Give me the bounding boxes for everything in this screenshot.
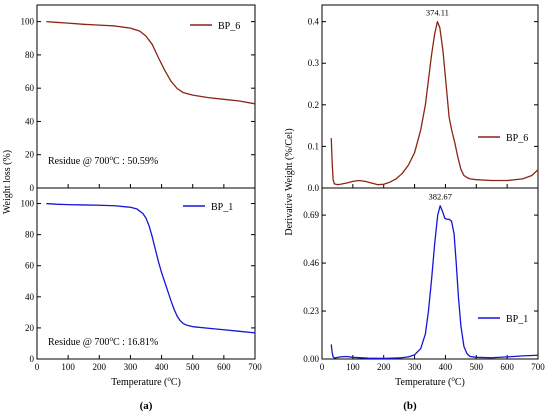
series-line-bp-1 xyxy=(330,205,539,360)
x-tick-label: 100 xyxy=(61,362,75,372)
panel-b-label: (b) xyxy=(403,400,417,412)
residue-annotation: Residue @ 700oC : 16.81% xyxy=(48,335,158,348)
y-tick-label: 0.2 xyxy=(308,100,319,110)
peak-label: 382.67 xyxy=(428,192,451,202)
y-tick-label: 0.69 xyxy=(303,210,319,220)
x-tick-label: 300 xyxy=(408,362,422,372)
series-line-bp-1 xyxy=(46,202,256,334)
y-tick-label: 40 xyxy=(25,116,35,126)
x-tick-label: 300 xyxy=(124,362,138,372)
y-tick-label: 0 xyxy=(30,354,35,364)
x-tick-label: 100 xyxy=(346,362,360,372)
x-tick-label: 400 xyxy=(155,362,169,372)
y-tick-label: 0.1 xyxy=(308,141,319,151)
residue-annotation: Residue @ 700oC : 50.59% xyxy=(48,154,158,167)
x-tick-label: 700 xyxy=(248,362,262,372)
y-tick-label: 60 xyxy=(25,261,35,271)
series-line-bp-6 xyxy=(46,20,256,105)
peak-label: 374.11 xyxy=(426,8,449,18)
y-tick-label: 40 xyxy=(25,292,35,302)
y-tick-label: 60 xyxy=(25,83,35,93)
panel-a-label: (a) xyxy=(140,400,153,412)
x-tick-label: 500 xyxy=(186,362,200,372)
x-tick-label: 400 xyxy=(439,362,453,372)
legend-label: BP_1 xyxy=(211,202,233,213)
subplot-a-top: 0 20 40 60 80 100 BP_6 Residue @ 700oC : 50.59%… xyxy=(2,4,256,214)
plot-frame xyxy=(36,187,256,360)
x-tick-label: 600 xyxy=(217,362,231,372)
y-tick-label: 80 xyxy=(25,50,35,60)
x-tick-label: 0 xyxy=(320,362,325,372)
panel-b: 0.0 0.1 0.2 0.3 0.4 BP_6 374.11 Derivative Weig… xyxy=(284,4,545,388)
x-tick-label: 0 xyxy=(35,362,40,372)
x-tick-label: 600 xyxy=(500,362,514,372)
y-tick-label: 80 xyxy=(25,230,35,240)
y-tick-label: 20 xyxy=(25,323,35,333)
subplot-a-bottom: 0 20 40 60 80 100 0 100 200 300 400 500 600 700 Temper… xyxy=(21,187,262,388)
legend-label: BP_1 xyxy=(506,314,528,325)
panel-a: 0 20 40 60 80 100 BP_6 Residue @ 700oC : 50.59%… xyxy=(2,4,262,388)
y-tick-label: 0.4 xyxy=(308,17,320,27)
x-axis-title: Temperature (oC) xyxy=(111,375,181,388)
subplot-b-bottom: 0.00 0.23 0.46 0.69 0 100 200 300 400 500 600 700 Te… xyxy=(303,187,545,388)
y-tick-label: 20 xyxy=(25,150,35,160)
x-tick-label: 700 xyxy=(531,362,545,372)
legend-label: BP_6 xyxy=(506,133,528,144)
y-tick-label: 0.46 xyxy=(303,258,319,268)
y-tick-label: 100 xyxy=(21,17,35,27)
x-tick-label: 200 xyxy=(377,362,391,372)
x-tick-label: 200 xyxy=(93,362,107,372)
y-tick-label: 0 xyxy=(30,183,35,193)
y-axis-title: Weight loss (%) xyxy=(2,150,13,214)
y-tick-label: 0.0 xyxy=(308,183,320,193)
x-axis-title: Temperature (oC) xyxy=(395,375,465,388)
plot-frame xyxy=(321,4,539,189)
x-tick-label: 500 xyxy=(470,362,484,372)
y-axis-title: Derivative Weight (%/Cel) xyxy=(284,128,295,235)
y-tick-label: 0.23 xyxy=(303,306,319,316)
series-line-bp-6 xyxy=(330,20,539,186)
legend-label: BP_6 xyxy=(218,21,240,32)
y-tick-label: 100 xyxy=(21,199,35,209)
plot-frame xyxy=(321,187,539,360)
y-tick-label: 0.3 xyxy=(308,58,320,68)
y-tick-label: 0.00 xyxy=(303,354,319,364)
